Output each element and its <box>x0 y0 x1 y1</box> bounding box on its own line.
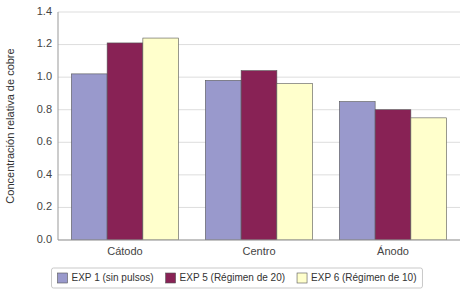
legend-label: EXP 5 (Régimen de 20) <box>180 272 285 283</box>
legend-frame <box>52 268 423 288</box>
legend: EXP 1 (sin pulsos) EXP 5 (Régimen de 20) E… <box>52 268 423 288</box>
legend-item: EXP 1 (sin pulsos) <box>58 272 154 283</box>
bar <box>107 43 143 240</box>
x-tick-label: Ánodo <box>377 245 409 257</box>
x-axis <box>58 240 460 241</box>
legend-label: EXP 6 (Régimen de 10) <box>311 272 416 283</box>
grid <box>58 12 460 240</box>
y-axis-label: Concentración relativa de cobre <box>4 48 16 203</box>
bar <box>339 102 375 240</box>
bars <box>71 38 446 240</box>
y-tick-label: 0.2 <box>37 200 52 212</box>
y-tick-label: 1.4 <box>37 5 52 17</box>
bar <box>205 80 241 240</box>
bar <box>277 84 313 240</box>
y-tick-label: 0.0 <box>37 233 52 245</box>
legend-item: EXP 6 (Régimen de 10) <box>297 272 416 283</box>
legend-label: EXP 1 (sin pulsos) <box>72 272 154 283</box>
y-tick-label: 0.6 <box>37 135 52 147</box>
bar <box>411 118 447 240</box>
legend-swatch <box>166 273 176 283</box>
legend-item: EXP 5 (Régimen de 20) <box>166 272 285 283</box>
y-tick-label: 0.4 <box>37 168 52 180</box>
chart: 0.0 0.2 0.4 0.6 0.8 1.0 1.2 1.4 Cátodo Centro Ánod… <box>0 0 474 308</box>
y-axis <box>58 12 59 240</box>
grid-line <box>58 240 460 241</box>
x-tick-label: Cátodo <box>107 245 142 257</box>
y-tick-label: 1.2 <box>37 37 52 49</box>
legend-swatch <box>297 273 307 283</box>
legend-swatch <box>58 273 68 283</box>
bar <box>71 74 107 240</box>
grid-line <box>58 12 460 13</box>
y-tick-label: 0.8 <box>37 103 52 115</box>
bar <box>241 71 277 240</box>
bar <box>143 38 179 240</box>
bar <box>375 110 411 240</box>
y-tick-label: 1.0 <box>37 70 52 82</box>
x-tick-label: Centro <box>242 245 275 257</box>
